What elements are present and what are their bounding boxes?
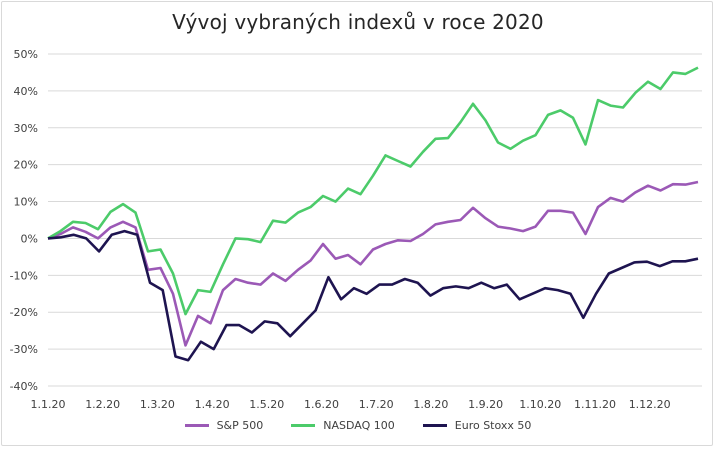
y-tick-labels: 50% 40% 30% 20% 10% 0% -10% -20% -30% -40% bbox=[10, 48, 38, 393]
legend-label-nasdaq100: NASDAQ 100 bbox=[323, 419, 395, 432]
y-tick-label: 30% bbox=[14, 122, 38, 135]
series-line-1 bbox=[47, 66, 699, 316]
legend-item-sp500: S&P 500 bbox=[184, 419, 264, 432]
x-tick-label: 1.8.20 bbox=[413, 398, 448, 411]
x-tick-label: 1.10.20 bbox=[519, 398, 561, 411]
y-tick-label: 10% bbox=[14, 196, 38, 209]
x-tick-label: 1.6.20 bbox=[304, 398, 339, 411]
x-tick-label: 1.12.20 bbox=[629, 398, 671, 411]
x-tick-labels: 1.1.20 1.2.20 1.3.20 1.4.20 1.5.20 1.6.20 1.7.… bbox=[31, 398, 671, 411]
x-tick-label: 1.7.20 bbox=[359, 398, 394, 411]
series-lines bbox=[47, 66, 699, 362]
y-tick-label: 40% bbox=[14, 85, 38, 98]
series-line-0 bbox=[47, 180, 699, 347]
y-tick-label: 0% bbox=[21, 232, 38, 245]
legend: S&P 500 NASDAQ 100 Euro Stoxx 50 bbox=[0, 419, 716, 432]
y-tick-label: -30% bbox=[10, 343, 38, 356]
legend-label-sp500: S&P 500 bbox=[216, 419, 264, 432]
x-tick-label: 1.11.20 bbox=[574, 398, 616, 411]
legend-swatch-eurostoxx50 bbox=[422, 424, 447, 427]
y-tick-label: -40% bbox=[10, 380, 38, 393]
y-tick-label: 20% bbox=[14, 159, 38, 172]
gridlines bbox=[48, 53, 702, 387]
x-tick-label: 1.5.20 bbox=[249, 398, 284, 411]
chart-title: Vývoj vybraných indexů v roce 2020 bbox=[172, 10, 544, 34]
y-tick-label: 50% bbox=[14, 48, 38, 61]
y-tick-label: -10% bbox=[10, 269, 38, 282]
y-tick-label: -20% bbox=[10, 306, 38, 319]
legend-swatch-sp500 bbox=[184, 424, 209, 427]
legend-item-eurostoxx50: Euro Stoxx 50 bbox=[422, 419, 532, 432]
legend-swatch-nasdaq100 bbox=[291, 424, 316, 427]
x-tick-label: 1.1.20 bbox=[31, 398, 66, 411]
x-tick-label: 1.2.20 bbox=[85, 398, 120, 411]
x-tick-label: 1.4.20 bbox=[195, 398, 230, 411]
legend-item-nasdaq100: NASDAQ 100 bbox=[291, 419, 395, 432]
x-tick-label: 1.9.20 bbox=[468, 398, 503, 411]
series-line-2 bbox=[47, 229, 699, 362]
x-tick-label: 1.3.20 bbox=[140, 398, 175, 411]
legend-label-eurostoxx50: Euro Stoxx 50 bbox=[454, 419, 532, 432]
